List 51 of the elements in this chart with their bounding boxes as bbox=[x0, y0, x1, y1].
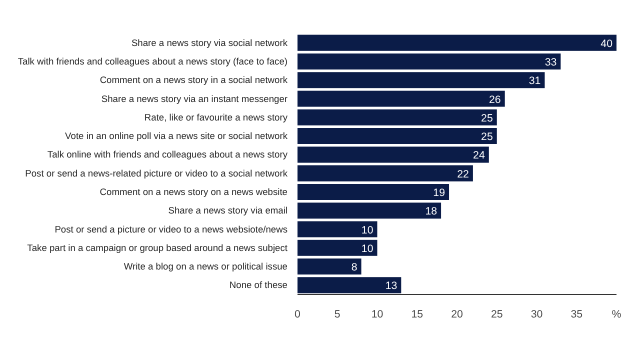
x-tick-label: 5 bbox=[334, 308, 340, 320]
bar bbox=[298, 277, 402, 294]
data-label: 10 bbox=[361, 242, 374, 255]
bar bbox=[298, 165, 473, 182]
y-tick-label: Take part in a campaign or group based around a news subject bbox=[27, 242, 288, 253]
x-tick-label: 25 bbox=[490, 308, 503, 320]
data-label: 25 bbox=[481, 112, 493, 124]
x-tick-label: 30 bbox=[530, 308, 543, 320]
y-tick-label: Share a news story via an instant messenger bbox=[101, 94, 288, 104]
bar bbox=[298, 53, 561, 70]
y-tick-label: Share a news story via email bbox=[168, 206, 288, 216]
y-tick-label: Post or send a picture or video to a news websiote/news bbox=[54, 224, 288, 234]
data-label: 33 bbox=[544, 56, 557, 68]
data-label: 25 bbox=[481, 131, 493, 144]
bar bbox=[298, 72, 545, 88]
data-label: 8 bbox=[351, 262, 358, 274]
bar bbox=[298, 146, 489, 163]
x-tick-label: 35 bbox=[570, 308, 583, 320]
y-tick-label: Comment on a news story on a news website bbox=[100, 186, 288, 197]
y-tick-label: Rate, like or favourite a news story bbox=[144, 112, 288, 122]
data-label: 31 bbox=[528, 75, 541, 88]
data-label: 18 bbox=[425, 206, 438, 218]
data-label: 13 bbox=[385, 280, 398, 292]
x-tick-label: 20 bbox=[451, 308, 463, 320]
bar bbox=[298, 202, 442, 219]
data-label: 26 bbox=[488, 94, 501, 106]
x-tick-label: 15 bbox=[411, 308, 424, 320]
y-tick-label: None of these bbox=[229, 280, 288, 290]
y-tick-label: Vote in an online poll via a news site or social network bbox=[65, 131, 288, 142]
y-tick-label: Comment on a news story in a social network bbox=[100, 75, 288, 86]
bar bbox=[298, 221, 378, 238]
data-label: 40 bbox=[600, 38, 613, 50]
bar bbox=[298, 258, 362, 275]
y-tick-label: Post or send a news-related picture or video to a social network bbox=[25, 168, 288, 178]
bar bbox=[298, 90, 505, 107]
data-label: 24 bbox=[473, 150, 485, 162]
y-tick-label: Talk with friends and colleagues about a news story (face to face) bbox=[18, 56, 288, 66]
data-label: 10 bbox=[361, 224, 374, 236]
y-tick-label: Share a news story via social network bbox=[131, 38, 288, 48]
bar bbox=[298, 109, 497, 126]
bar bbox=[298, 240, 378, 256]
x-tick-label: 0 bbox=[294, 308, 301, 320]
bar bbox=[298, 34, 616, 51]
x-tick-label: % bbox=[612, 308, 622, 320]
data-label: 22 bbox=[457, 168, 470, 180]
y-tick-label: Talk online with friends and colleagues about a news story bbox=[47, 150, 288, 160]
x-tick-label: 10 bbox=[371, 308, 384, 320]
bar bbox=[298, 184, 450, 200]
y-tick-label: Write a blog on a news or political issue bbox=[124, 262, 288, 272]
bar bbox=[298, 128, 497, 144]
data-label: 19 bbox=[433, 186, 446, 199]
